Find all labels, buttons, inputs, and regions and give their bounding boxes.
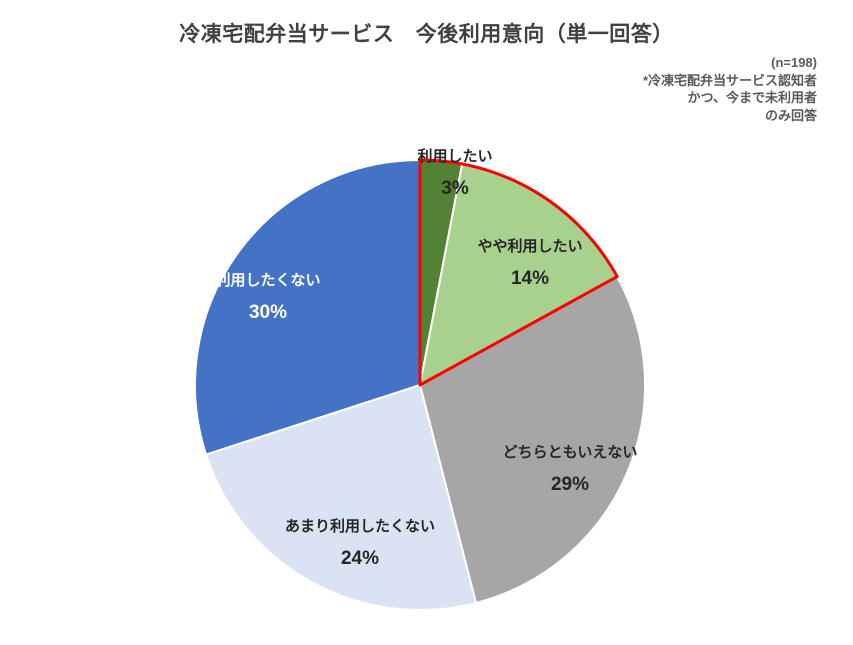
slice-label-pct: 29% xyxy=(480,471,660,500)
slice-label-pct: 30% xyxy=(178,299,358,328)
slice-label-pct: 3% xyxy=(365,175,545,204)
slice-label: 利用したい 3% xyxy=(365,146,545,203)
slice-label-pct: 14% xyxy=(440,265,620,294)
slice-label-text: あまり利用したくない xyxy=(270,516,450,539)
slice-label: 利用したくない 30% xyxy=(178,270,358,327)
slice-label: どちらともいえない 29% xyxy=(480,442,660,499)
slice-label-text: 利用したい xyxy=(365,146,545,169)
slice-label-text: 利用したくない xyxy=(178,270,358,293)
slice-label: やや利用したい 14% xyxy=(440,236,620,293)
slice-label-pct: 24% xyxy=(270,545,450,574)
slice-label-text: やや利用したい xyxy=(440,236,620,259)
slice-label-text: どちらともいえない xyxy=(480,442,660,465)
slice-label: あまり利用したくない 24% xyxy=(270,516,450,573)
